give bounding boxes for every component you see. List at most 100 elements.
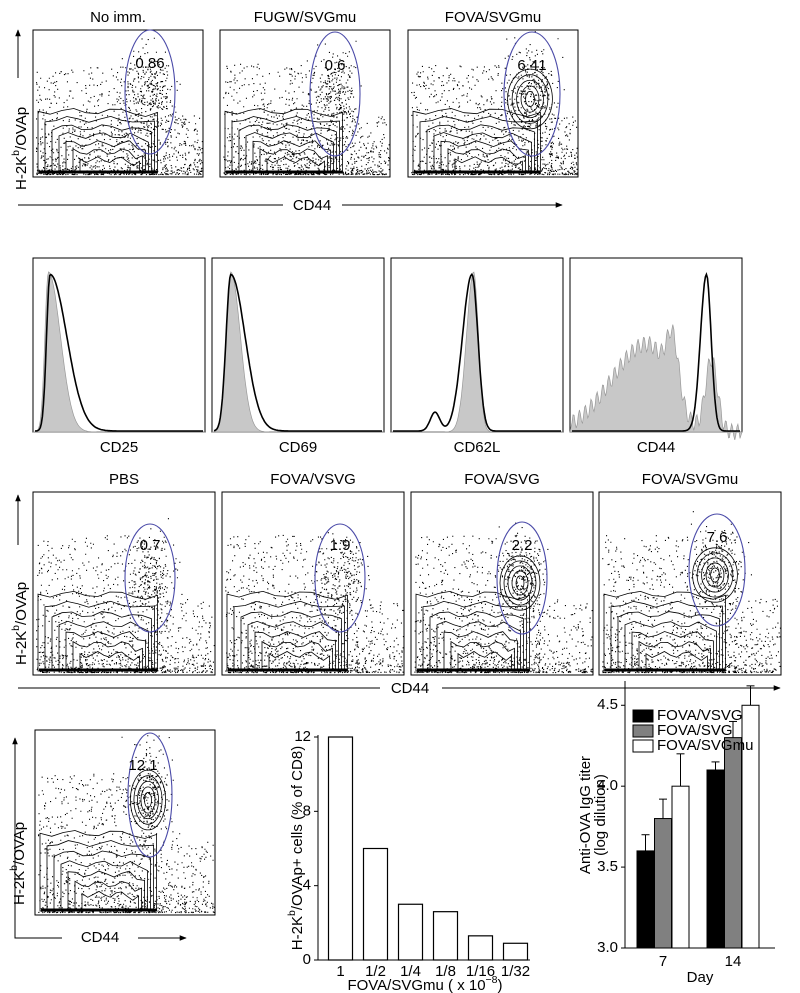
bar bbox=[327, 736, 354, 961]
legend-label: FOVA/VSVG bbox=[657, 707, 743, 724]
event-dots bbox=[36, 518, 215, 674]
contour bbox=[67, 870, 145, 912]
x-axis-label: CD44 bbox=[391, 680, 429, 697]
contour bbox=[624, 620, 717, 672]
bar bbox=[724, 737, 742, 949]
contour bbox=[433, 132, 532, 174]
contour bbox=[436, 620, 521, 672]
contour bbox=[525, 91, 535, 107]
contour bbox=[79, 651, 140, 672]
contour bbox=[603, 590, 726, 672]
contour bbox=[516, 79, 544, 119]
bar bbox=[432, 911, 459, 961]
gate bbox=[124, 523, 176, 633]
bar bbox=[362, 847, 389, 961]
contour bbox=[65, 631, 146, 672]
histogram-line bbox=[34, 273, 203, 432]
contour bbox=[419, 115, 538, 174]
contour bbox=[701, 557, 729, 593]
legend-label: FOVA/SVGmu bbox=[657, 737, 753, 754]
contour bbox=[79, 156, 140, 174]
y-tick-label: 8 bbox=[303, 802, 311, 819]
axis-line bbox=[14, 790, 62, 939]
contour bbox=[231, 115, 340, 174]
x-tick-label: 7 bbox=[659, 953, 667, 970]
contour bbox=[415, 590, 530, 672]
contour bbox=[511, 570, 529, 596]
plot-frame bbox=[407, 29, 579, 178]
contour bbox=[72, 640, 143, 672]
plot-title: FOVA/SVGmu bbox=[445, 9, 541, 26]
plot-title: FOVA/SVGmu bbox=[642, 471, 738, 488]
y-tick-label: 4 bbox=[303, 877, 311, 894]
contour bbox=[617, 611, 720, 672]
event-dots bbox=[223, 40, 390, 176]
contour bbox=[268, 651, 330, 672]
contour bbox=[39, 830, 157, 912]
plot-title: No imm. bbox=[90, 9, 146, 26]
contour bbox=[37, 108, 158, 174]
contour bbox=[261, 640, 333, 672]
contour bbox=[133, 775, 163, 825]
gate bbox=[496, 521, 548, 635]
contour bbox=[507, 68, 553, 130]
label-sup: −8 bbox=[486, 974, 498, 986]
x-tick-label: 1/2 bbox=[365, 963, 386, 980]
label-sup: b bbox=[8, 865, 20, 871]
histogram-fill bbox=[32, 271, 205, 433]
contour bbox=[247, 620, 339, 672]
label-part: /OVAp bbox=[13, 107, 30, 150]
contour bbox=[443, 631, 518, 672]
contour bbox=[511, 74, 549, 124]
plot-title: FUGW/SVGmu bbox=[254, 9, 357, 26]
label-sup: b bbox=[286, 910, 298, 916]
label-part: /OVAp+ cells (% of CD8) bbox=[289, 746, 306, 910]
contour bbox=[710, 567, 720, 583]
contour bbox=[515, 575, 525, 591]
y-tick-label: 4.5 bbox=[597, 696, 618, 713]
contour bbox=[65, 140, 146, 174]
contour bbox=[245, 132, 334, 174]
plot-frame bbox=[32, 29, 204, 178]
contour bbox=[696, 552, 734, 598]
contour bbox=[226, 590, 348, 672]
contour bbox=[240, 611, 342, 672]
legend-label: FOVA/SVG bbox=[657, 722, 733, 739]
histogram-label: CD25 bbox=[100, 439, 138, 456]
label-part: /OVAp bbox=[13, 582, 30, 625]
contour bbox=[238, 124, 337, 174]
contour bbox=[429, 611, 524, 672]
x-tick-label: 1 bbox=[336, 963, 344, 980]
contour bbox=[129, 769, 166, 831]
contour bbox=[426, 124, 535, 174]
y-tick-label: 4.0 bbox=[597, 777, 618, 794]
contour bbox=[447, 148, 526, 174]
contour bbox=[692, 547, 738, 603]
contour bbox=[74, 880, 142, 912]
gate-value: 1.9 bbox=[330, 537, 351, 554]
y-axis-label: (log dilution) bbox=[592, 774, 609, 856]
y-tick-label: 12 bbox=[294, 728, 311, 745]
x-axis-label: Day bbox=[687, 969, 714, 986]
gate-value: 7.6 bbox=[707, 529, 728, 546]
plot-frame bbox=[32, 491, 216, 676]
bar bbox=[636, 850, 655, 949]
bar bbox=[706, 769, 725, 949]
histogram-fill bbox=[569, 324, 743, 440]
contour bbox=[58, 620, 149, 672]
contour bbox=[499, 555, 541, 611]
contour bbox=[520, 85, 540, 113]
contour bbox=[610, 600, 723, 672]
axis-label: FOVA/SVGmu ( x 10−8) bbox=[347, 974, 502, 993]
gate bbox=[127, 732, 173, 858]
bar bbox=[467, 935, 494, 961]
bar bbox=[671, 785, 690, 949]
contour bbox=[44, 600, 155, 672]
contour bbox=[72, 148, 143, 174]
plot-title: FOVA/VSVG bbox=[270, 471, 356, 488]
event-dots bbox=[225, 532, 404, 674]
contour bbox=[254, 631, 336, 672]
contour bbox=[705, 562, 725, 588]
contour bbox=[638, 640, 711, 672]
